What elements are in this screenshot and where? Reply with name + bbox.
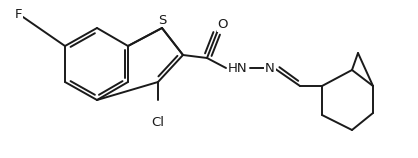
Text: Cl: Cl [151,116,165,130]
Text: N: N [265,61,275,75]
Text: S: S [158,13,166,27]
Text: O: O [218,18,228,31]
Text: F: F [15,9,23,21]
Text: HN: HN [228,61,248,75]
